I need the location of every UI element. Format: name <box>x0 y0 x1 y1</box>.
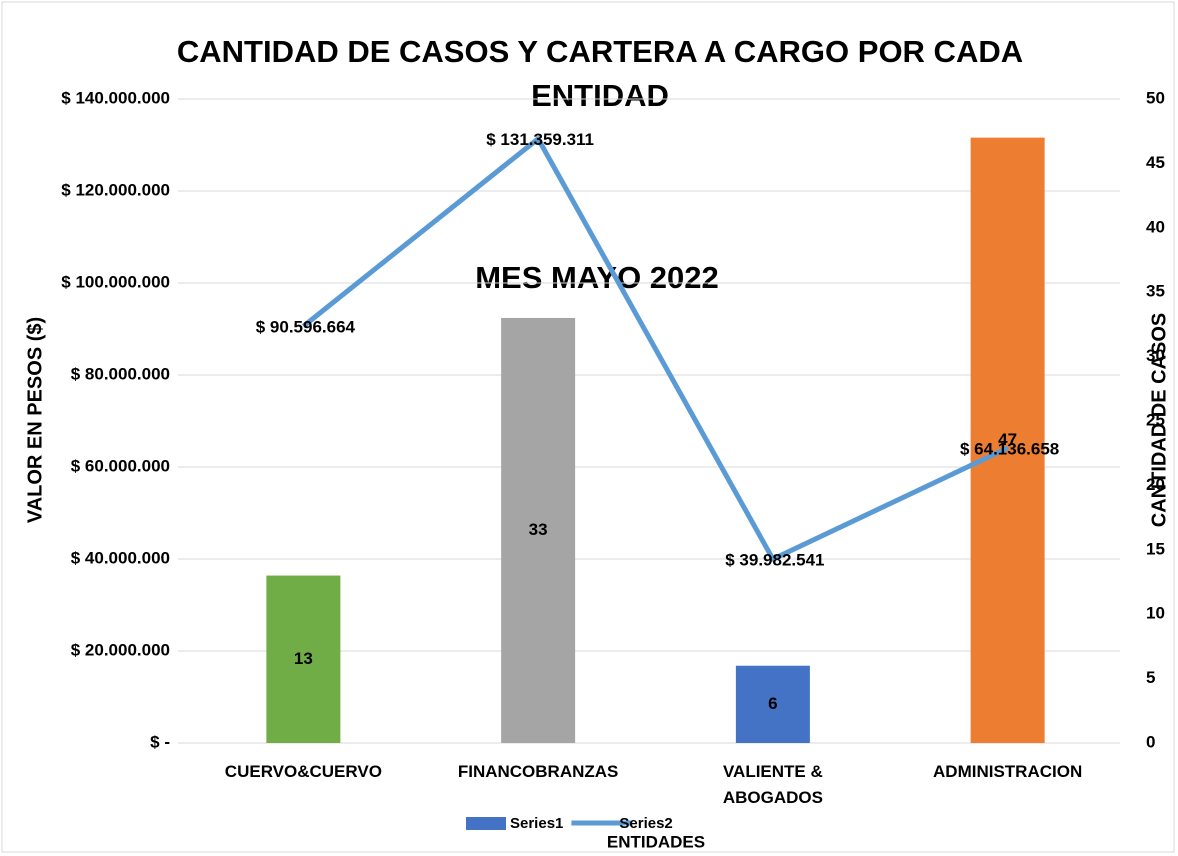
legend-label: Series1 <box>510 815 563 832</box>
y2-tick-label: 0 <box>1146 732 1155 751</box>
y2-tick-label: 35 <box>1146 282 1165 301</box>
y-tick-label: $ 40.000.000 <box>71 548 170 567</box>
chart-title: CANTIDAD DE CASOS Y CARTERA A CARGO POR … <box>177 34 1023 113</box>
line-value-label: $ 64.136.658 <box>960 439 1059 458</box>
x-tick-label: CUERVO&CUERVO <box>225 762 382 781</box>
y-tick-label: $ 20.000.000 <box>71 640 170 659</box>
x-tick-label: ADMINISTRACION <box>933 762 1082 781</box>
y2-tick-label: 30 <box>1146 346 1165 365</box>
bar-value-label: 47 <box>998 430 1017 449</box>
y-axis-title: VALOR EN PESOS ($) <box>24 317 46 523</box>
y2-axis-title: CANTIDAD DE CASOS <box>1148 313 1170 527</box>
bar-value-label: 13 <box>294 649 313 668</box>
bar <box>970 137 1045 743</box>
legend-swatch <box>466 817 506 830</box>
y-tick-label: $ 120.000.000 <box>61 180 170 199</box>
legend-label: Series2 <box>619 815 672 832</box>
y-tick-label: $ - <box>150 732 170 751</box>
x-tick-label: VALIENTE & ABOGADOS <box>723 762 823 807</box>
y2-tick-label: 20 <box>1146 475 1165 494</box>
annotation: MES MAYO 2022 <box>475 260 719 295</box>
y2-tick-label: 5 <box>1146 668 1155 687</box>
y2-tick-label: 25 <box>1146 410 1165 429</box>
x-axis-title: ENTIDADES <box>607 832 705 851</box>
y2-tick-label: 45 <box>1146 153 1165 172</box>
line-value-label: $ 131.359.311 <box>486 130 594 149</box>
y2-tick-label: 50 <box>1146 88 1165 107</box>
bar <box>501 317 576 743</box>
bar <box>266 575 341 743</box>
line-value-label: $ 90.596.664 <box>256 318 356 337</box>
y-tick-label: $ 140.000.000 <box>61 88 170 107</box>
y-tick-label: $ 80.000.000 <box>71 364 170 383</box>
bar <box>735 665 810 743</box>
y-tick-label: $ 100.000.000 <box>61 272 170 291</box>
x-tick-label: FINANCOBRANZAS <box>458 762 619 781</box>
y2-tick-label: 40 <box>1146 217 1165 236</box>
bar-value-label: 6 <box>768 694 777 713</box>
line <box>301 136 1009 562</box>
y2-tick-label: 10 <box>1146 604 1165 623</box>
line-value-label: $ 39.982.541 <box>725 551 824 570</box>
y2-tick-label: 15 <box>1146 539 1165 558</box>
bar-value-label: 33 <box>529 520 548 539</box>
y-tick-label: $ 60.000.000 <box>71 456 170 475</box>
